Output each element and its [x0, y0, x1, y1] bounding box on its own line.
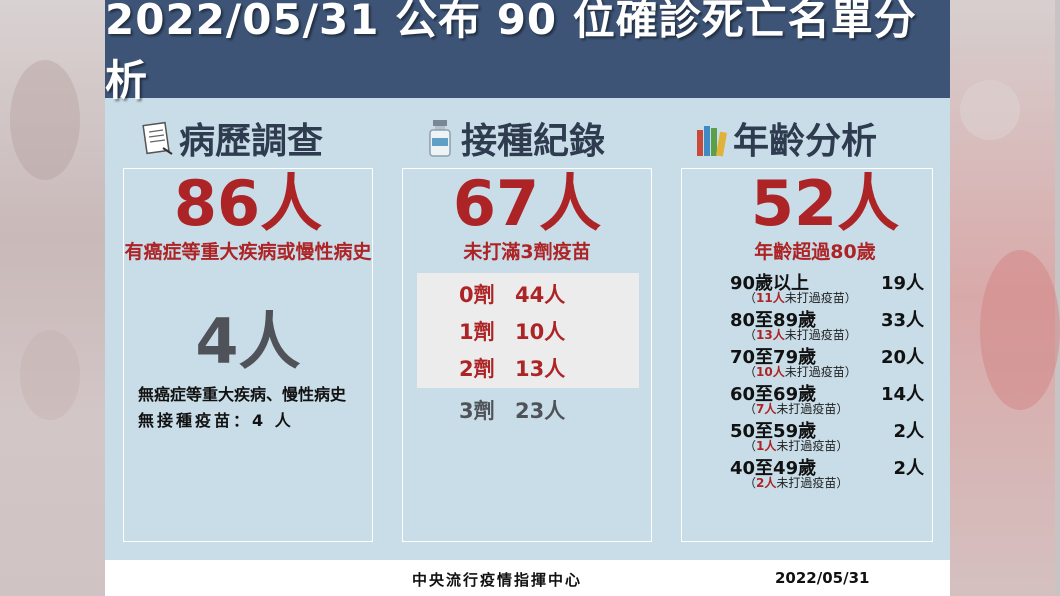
slide-title: 2022/05/31 公布 90 位確診死亡名單分析 — [105, 0, 917, 105]
age-range: 90歲以上 — [730, 273, 810, 294]
heading-history-label: 病歷調查 — [179, 121, 324, 162]
unvac-text: 未打過疫苗） — [776, 439, 849, 453]
history-big-caption: 有癌症等重大疾病或慢性病史 — [124, 241, 372, 263]
vaccine-big-caption: 未打滿3劑疫苗 — [463, 241, 591, 263]
incomplete-doses-box — [417, 273, 639, 388]
dose-count: 10人 — [515, 320, 566, 344]
age-big-caption: 年齡超過80歲 — [754, 241, 876, 263]
age-group-row: 60至69歲 14人 （7人未打過疫苗） — [682, 380, 932, 417]
age-group-row: 40至49歲 2人 （2人未打過疫苗） — [682, 454, 932, 491]
age-count: 14人 — [880, 384, 924, 405]
unvac-text: 未打過疫苗） — [784, 291, 857, 305]
background-left — [0, 0, 105, 596]
age-range: 70至79歲 — [730, 347, 817, 368]
unvac-count: 10人 — [756, 365, 785, 379]
infographic-slide: 2022/05/31 公布 90 位確診死亡名單分析 病歷調查 接種紀錄 年齡分… — [105, 0, 950, 596]
age-group-row: 90歲以上 19人 （11人未打過疫苗） — [682, 269, 932, 306]
unvac-text: 未打過疫苗） — [776, 402, 849, 416]
dose-row: 2劑 13人 — [417, 349, 639, 385]
unvac-open: （ — [744, 291, 757, 305]
heading-age: 年齡分析 — [695, 112, 877, 164]
history-second-count: 4人 — [195, 305, 301, 378]
dose-label: 2劑 — [459, 357, 495, 381]
heading-history: 病歷調查 — [141, 112, 323, 164]
dose-count: 23人 — [515, 399, 566, 423]
history-big-count: 86人 — [173, 167, 323, 240]
dose-count: 13人 — [515, 357, 566, 381]
panel-vaccine: 67人 未打滿3劑疫苗 0劑 44人 1劑 10人 2劑 13人 3劑 23人 — [402, 168, 652, 542]
age-count: 2人 — [893, 458, 924, 479]
background-right — [950, 0, 1060, 596]
unvac-count: 13人 — [756, 328, 785, 342]
age-range: 60至69歲 — [730, 384, 817, 405]
unvac-text: 未打過疫苗） — [784, 365, 857, 379]
unvac-open: （ — [744, 439, 757, 453]
age-group-row: 80至89歲 33人 （13人未打過疫苗） — [682, 306, 932, 343]
unvac-open: （ — [744, 476, 757, 490]
age-big-count: 52人 — [750, 167, 900, 240]
books-icon — [697, 126, 728, 157]
dose-row: 1劑 10人 — [417, 312, 639, 348]
age-count: 2人 — [893, 421, 924, 442]
age-range: 40至49歲 — [730, 458, 817, 479]
dose-label: 1劑 — [459, 320, 495, 344]
unvac-open: （ — [744, 365, 757, 379]
unvac-count: 2人 — [756, 476, 777, 490]
history-note-line1: 無癌症等重大疾病、慢性病史 — [138, 385, 347, 404]
age-range: 80至89歲 — [730, 310, 817, 331]
heading-vaccine: 接種紀錄 — [423, 112, 605, 164]
unvac-text: 未打過疫苗） — [784, 328, 857, 342]
footer-date: 2022/05/31 — [775, 569, 870, 587]
dose-label: 0劑 — [459, 283, 495, 307]
age-range: 50至59歲 — [730, 421, 817, 442]
dose-row: 0劑 44人 — [417, 275, 639, 311]
unvac-count: 11人 — [756, 291, 785, 305]
unvac-count: 7人 — [756, 402, 777, 416]
age-count: 19人 — [880, 273, 924, 294]
footer-org: 中央流行疫情指揮中心 — [412, 571, 583, 589]
history-note-line2: 無接種疫苗：4 人 — [138, 411, 294, 430]
panel-history: 86人 有癌症等重大疾病或慢性病史 4人 無癌症等重大疾病、慢性病史 無接種疫苗… — [123, 168, 373, 542]
heading-age-label: 年齡分析 — [733, 121, 878, 162]
vaccine-big-count: 67人 — [452, 167, 602, 240]
age-group-row: 70至79歲 20人 （10人未打過疫苗） — [682, 343, 932, 380]
unvac-open: （ — [744, 402, 757, 416]
unvac-text: 未打過疫苗） — [776, 476, 849, 490]
title-bar: 2022/05/31 公布 90 位確診死亡名單分析 — [105, 0, 950, 105]
document-icon — [142, 121, 173, 155]
age-count: 20人 — [880, 347, 924, 368]
age-group-row: 50至59歲 2人 （1人未打過疫苗） — [682, 417, 932, 454]
dose-row: 3劑 23人 — [417, 391, 639, 427]
heading-vaccine-label: 接種紀錄 — [461, 121, 606, 162]
unvac-open: （ — [744, 328, 757, 342]
vaccine-vial-icon — [429, 120, 451, 157]
dose-label: 3劑 — [459, 399, 495, 423]
unvac-count: 1人 — [756, 439, 777, 453]
footer: 中央流行疫情指揮中心 2022/05/31 — [105, 560, 950, 596]
panel-age: 52人 年齡超過80歲 90歲以上 19人 （11人未打過疫苗） 80至89歲 33… — [681, 168, 933, 542]
dose-count: 44人 — [515, 283, 566, 307]
age-count: 33人 — [880, 310, 924, 331]
